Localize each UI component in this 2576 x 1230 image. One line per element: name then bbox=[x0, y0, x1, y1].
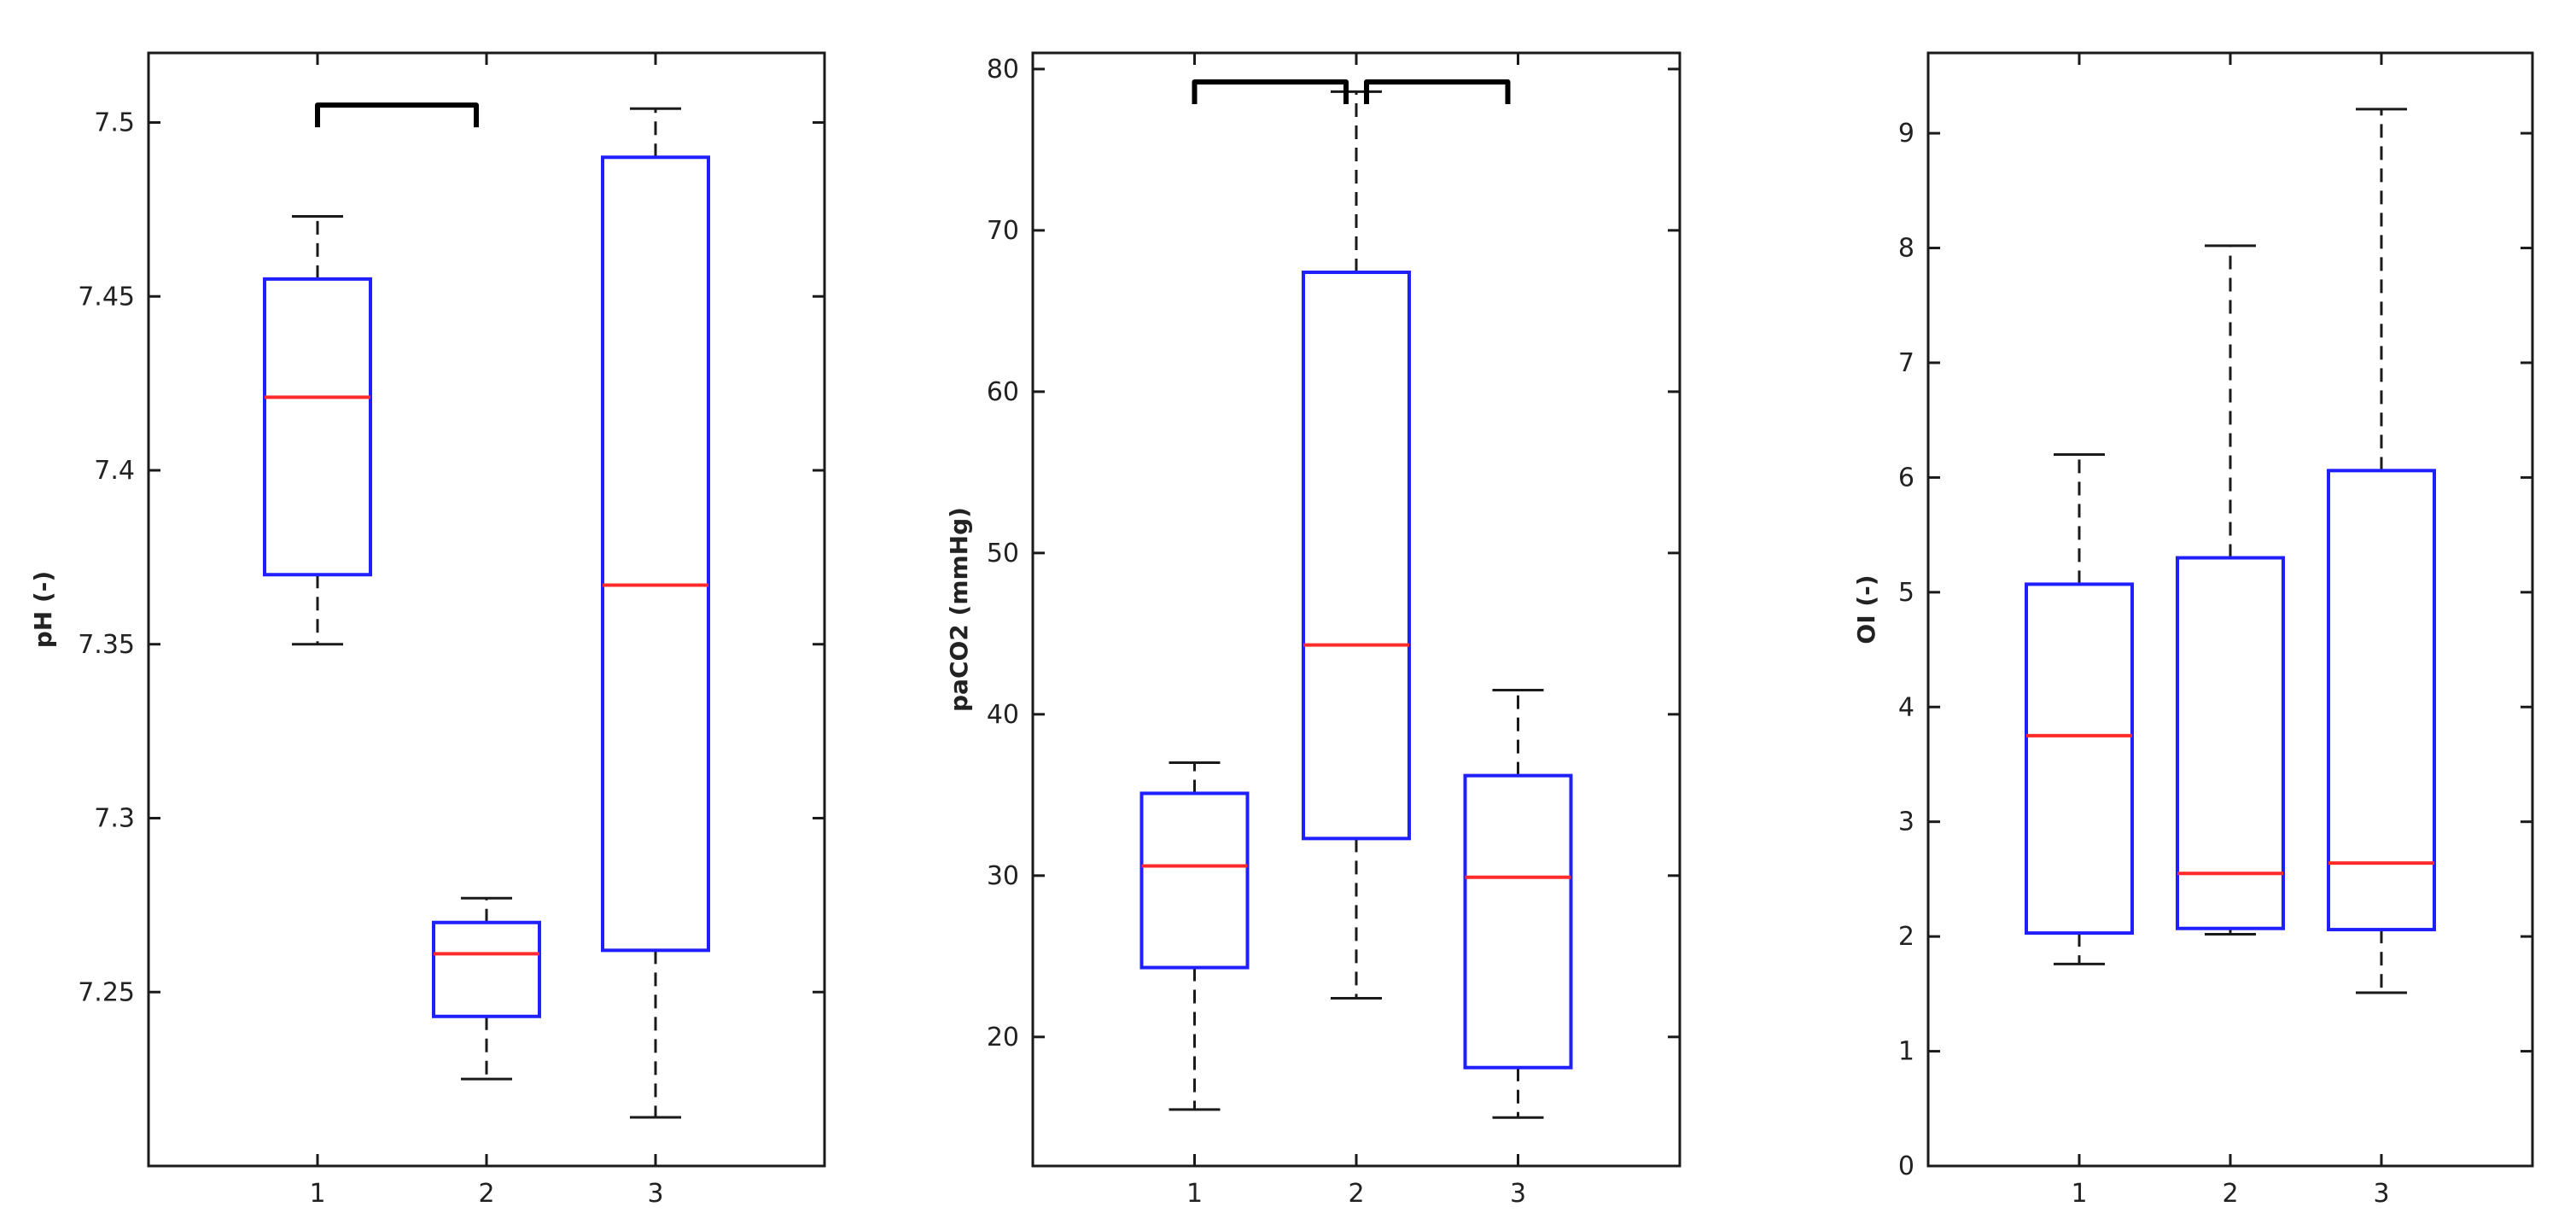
boxplot-2 bbox=[2176, 244, 2285, 936]
y-tick-label: 20 bbox=[987, 1023, 1019, 1052]
y-tick-label: 50 bbox=[987, 539, 1019, 568]
x-tick-label: 1 bbox=[309, 1179, 325, 1209]
boxplot-3 bbox=[1463, 688, 1573, 1119]
x-tick-label: 2 bbox=[2222, 1179, 2238, 1209]
y-tick-label: 7.3 bbox=[94, 804, 135, 834]
y-tick-label: 9 bbox=[1898, 119, 1915, 149]
iqr-box bbox=[263, 277, 372, 577]
y-tick-label: 30 bbox=[987, 861, 1019, 891]
y-tick-label: 60 bbox=[987, 377, 1019, 407]
y-tick-label: 7.25 bbox=[78, 977, 135, 1007]
boxplot-2 bbox=[432, 896, 541, 1081]
boxplot-3 bbox=[2327, 108, 2436, 994]
iqr-box bbox=[1139, 791, 1250, 970]
y-axis-label: pH (-) bbox=[29, 571, 57, 648]
boxplot-1 bbox=[263, 215, 372, 646]
y-tick-label: 7.35 bbox=[78, 630, 135, 660]
y-tick-label: 40 bbox=[987, 700, 1019, 730]
y-tick-label: 4 bbox=[1898, 692, 1915, 722]
y-tick-label: 8 bbox=[1898, 234, 1915, 264]
iqr-box bbox=[2025, 582, 2134, 936]
x-tick-label: 2 bbox=[478, 1179, 494, 1209]
x-tick-label: 3 bbox=[1510, 1179, 1526, 1209]
y-tick-label: 7 bbox=[1898, 348, 1915, 378]
y-tick-label: 7.4 bbox=[94, 456, 135, 486]
y-axis-label: OI (-) bbox=[1852, 574, 1880, 644]
iqr-box bbox=[432, 920, 541, 1018]
boxplot-1 bbox=[1139, 761, 1250, 1111]
boxplot-1 bbox=[2025, 453, 2134, 965]
x-tick-label: 3 bbox=[647, 1179, 663, 1209]
iqr-box bbox=[2176, 556, 2285, 930]
y-tick-label: 70 bbox=[987, 216, 1019, 246]
y-tick-label: 5 bbox=[1898, 578, 1915, 608]
iqr-box bbox=[601, 155, 710, 953]
iqr-box bbox=[1463, 773, 1573, 1070]
y-tick-label: 1 bbox=[1898, 1037, 1915, 1067]
x-tick-label: 1 bbox=[1186, 1179, 1203, 1209]
y-axis-label: paCO2 (mmHg) bbox=[945, 507, 973, 712]
significance-bracket bbox=[315, 102, 479, 128]
panel-oi: 0 1 2 3 4 5 6 7 8 9 1 2 3 OI (-) bbox=[1852, 51, 2534, 1209]
y-tick-label: 6 bbox=[1898, 463, 1915, 493]
boxplot-2 bbox=[1302, 90, 1411, 1000]
boxplot-3 bbox=[601, 107, 710, 1119]
significance-bracket bbox=[1364, 79, 1511, 105]
panel-ph: 7.25 7.3 7.35 7.4 7.45 7.5 1 2 3 pH (-) bbox=[29, 51, 826, 1209]
x-tick-label: 1 bbox=[2071, 1179, 2087, 1209]
x-tick-label: 2 bbox=[1348, 1179, 1364, 1209]
significance-bracket bbox=[1192, 79, 1349, 105]
y-tick-label: 2 bbox=[1898, 922, 1915, 952]
panel-paco2: 20 30 40 50 60 70 80 1 2 3 paCO2 (mmHg) bbox=[945, 51, 1681, 1209]
x-tick-label: 3 bbox=[2373, 1179, 2389, 1209]
y-tick-label: 7.45 bbox=[78, 282, 135, 312]
y-tick-label: 7.5 bbox=[94, 108, 135, 138]
y-tick-label: 80 bbox=[987, 55, 1019, 85]
iqr-box bbox=[1302, 271, 1411, 841]
y-tick-label: 3 bbox=[1898, 807, 1915, 837]
y-tick-label: 0 bbox=[1898, 1151, 1915, 1181]
iqr-box bbox=[2327, 469, 2436, 932]
